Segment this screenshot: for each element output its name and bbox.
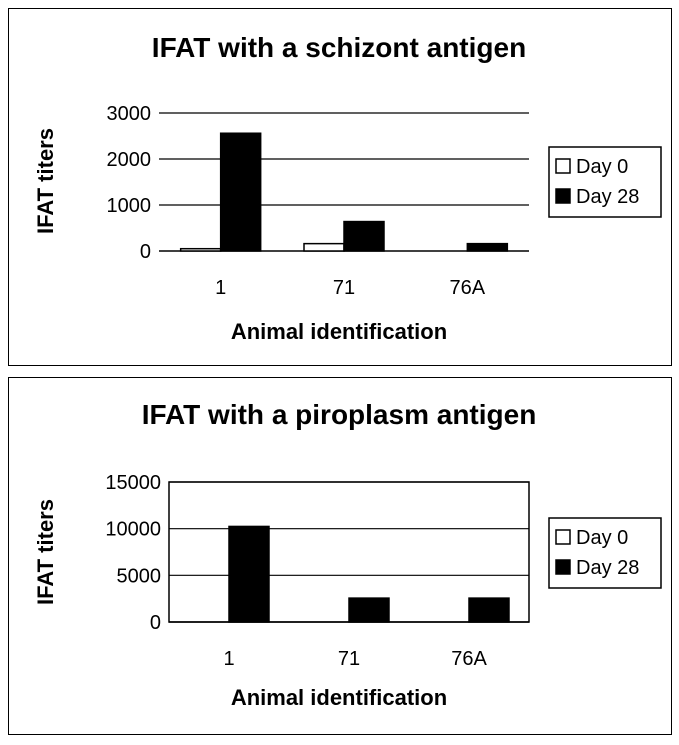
bar-day-28	[466, 242, 509, 252]
bar-day-28	[348, 597, 390, 623]
x-tick-label: 71	[333, 277, 355, 299]
x-tick-label: 1	[223, 648, 234, 670]
legend-swatch	[555, 158, 571, 174]
x-axis-title: Animal identification	[231, 685, 447, 710]
bar-day-28	[468, 597, 510, 623]
x-tick-label: 76A	[451, 648, 487, 670]
legend-label: Day 28	[576, 557, 639, 579]
chart-panel-piroplasm: IFAT with a piroplasm antigen 0 5000 10000 1…	[8, 377, 672, 735]
y-tick-label: 0	[150, 612, 161, 634]
x-tick-label: 1	[215, 277, 226, 299]
y-tick-label: 10000	[105, 519, 161, 541]
bar-day-28	[228, 525, 270, 623]
chart-title: IFAT with a schizont antigen	[152, 32, 526, 63]
y-axis-title: IFAT titers	[33, 499, 58, 605]
y-tick-label: 0	[140, 241, 151, 263]
x-tick-label: 71	[338, 648, 360, 670]
y-tick-label: 5000	[117, 565, 162, 587]
legend-label: Day 0	[576, 156, 628, 178]
y-axis-title: IFAT titers	[33, 128, 58, 234]
bar-day-0	[179, 247, 222, 252]
legend-label: Day 0	[576, 527, 628, 549]
legend-swatch	[555, 559, 571, 575]
bar-day-28	[343, 220, 385, 252]
y-tick-label: 1000	[107, 195, 152, 217]
chart-title: IFAT with a piroplasm antigen	[142, 399, 537, 430]
chart-panel-schizont: IFAT with a schizont antigen 0 1000 2000 300…	[8, 8, 672, 366]
bar-day-0	[303, 242, 345, 252]
bar-day-28	[219, 132, 262, 252]
chart-piroplasm: IFAT with a piroplasm antigen 0 5000 10000 1…	[33, 399, 662, 710]
x-tick-label: 76A	[450, 277, 486, 299]
legend-swatch	[555, 188, 571, 204]
y-tick-label: 2000	[107, 149, 152, 171]
legend-swatch	[555, 529, 571, 545]
y-tick-label: 15000	[105, 472, 161, 494]
chart-schizont: IFAT with a schizont antigen 0 1000 2000 300…	[33, 32, 662, 344]
y-tick-label: 3000	[107, 103, 152, 125]
legend-label: Day 28	[576, 186, 639, 208]
x-axis-title: Animal identification	[231, 319, 447, 344]
